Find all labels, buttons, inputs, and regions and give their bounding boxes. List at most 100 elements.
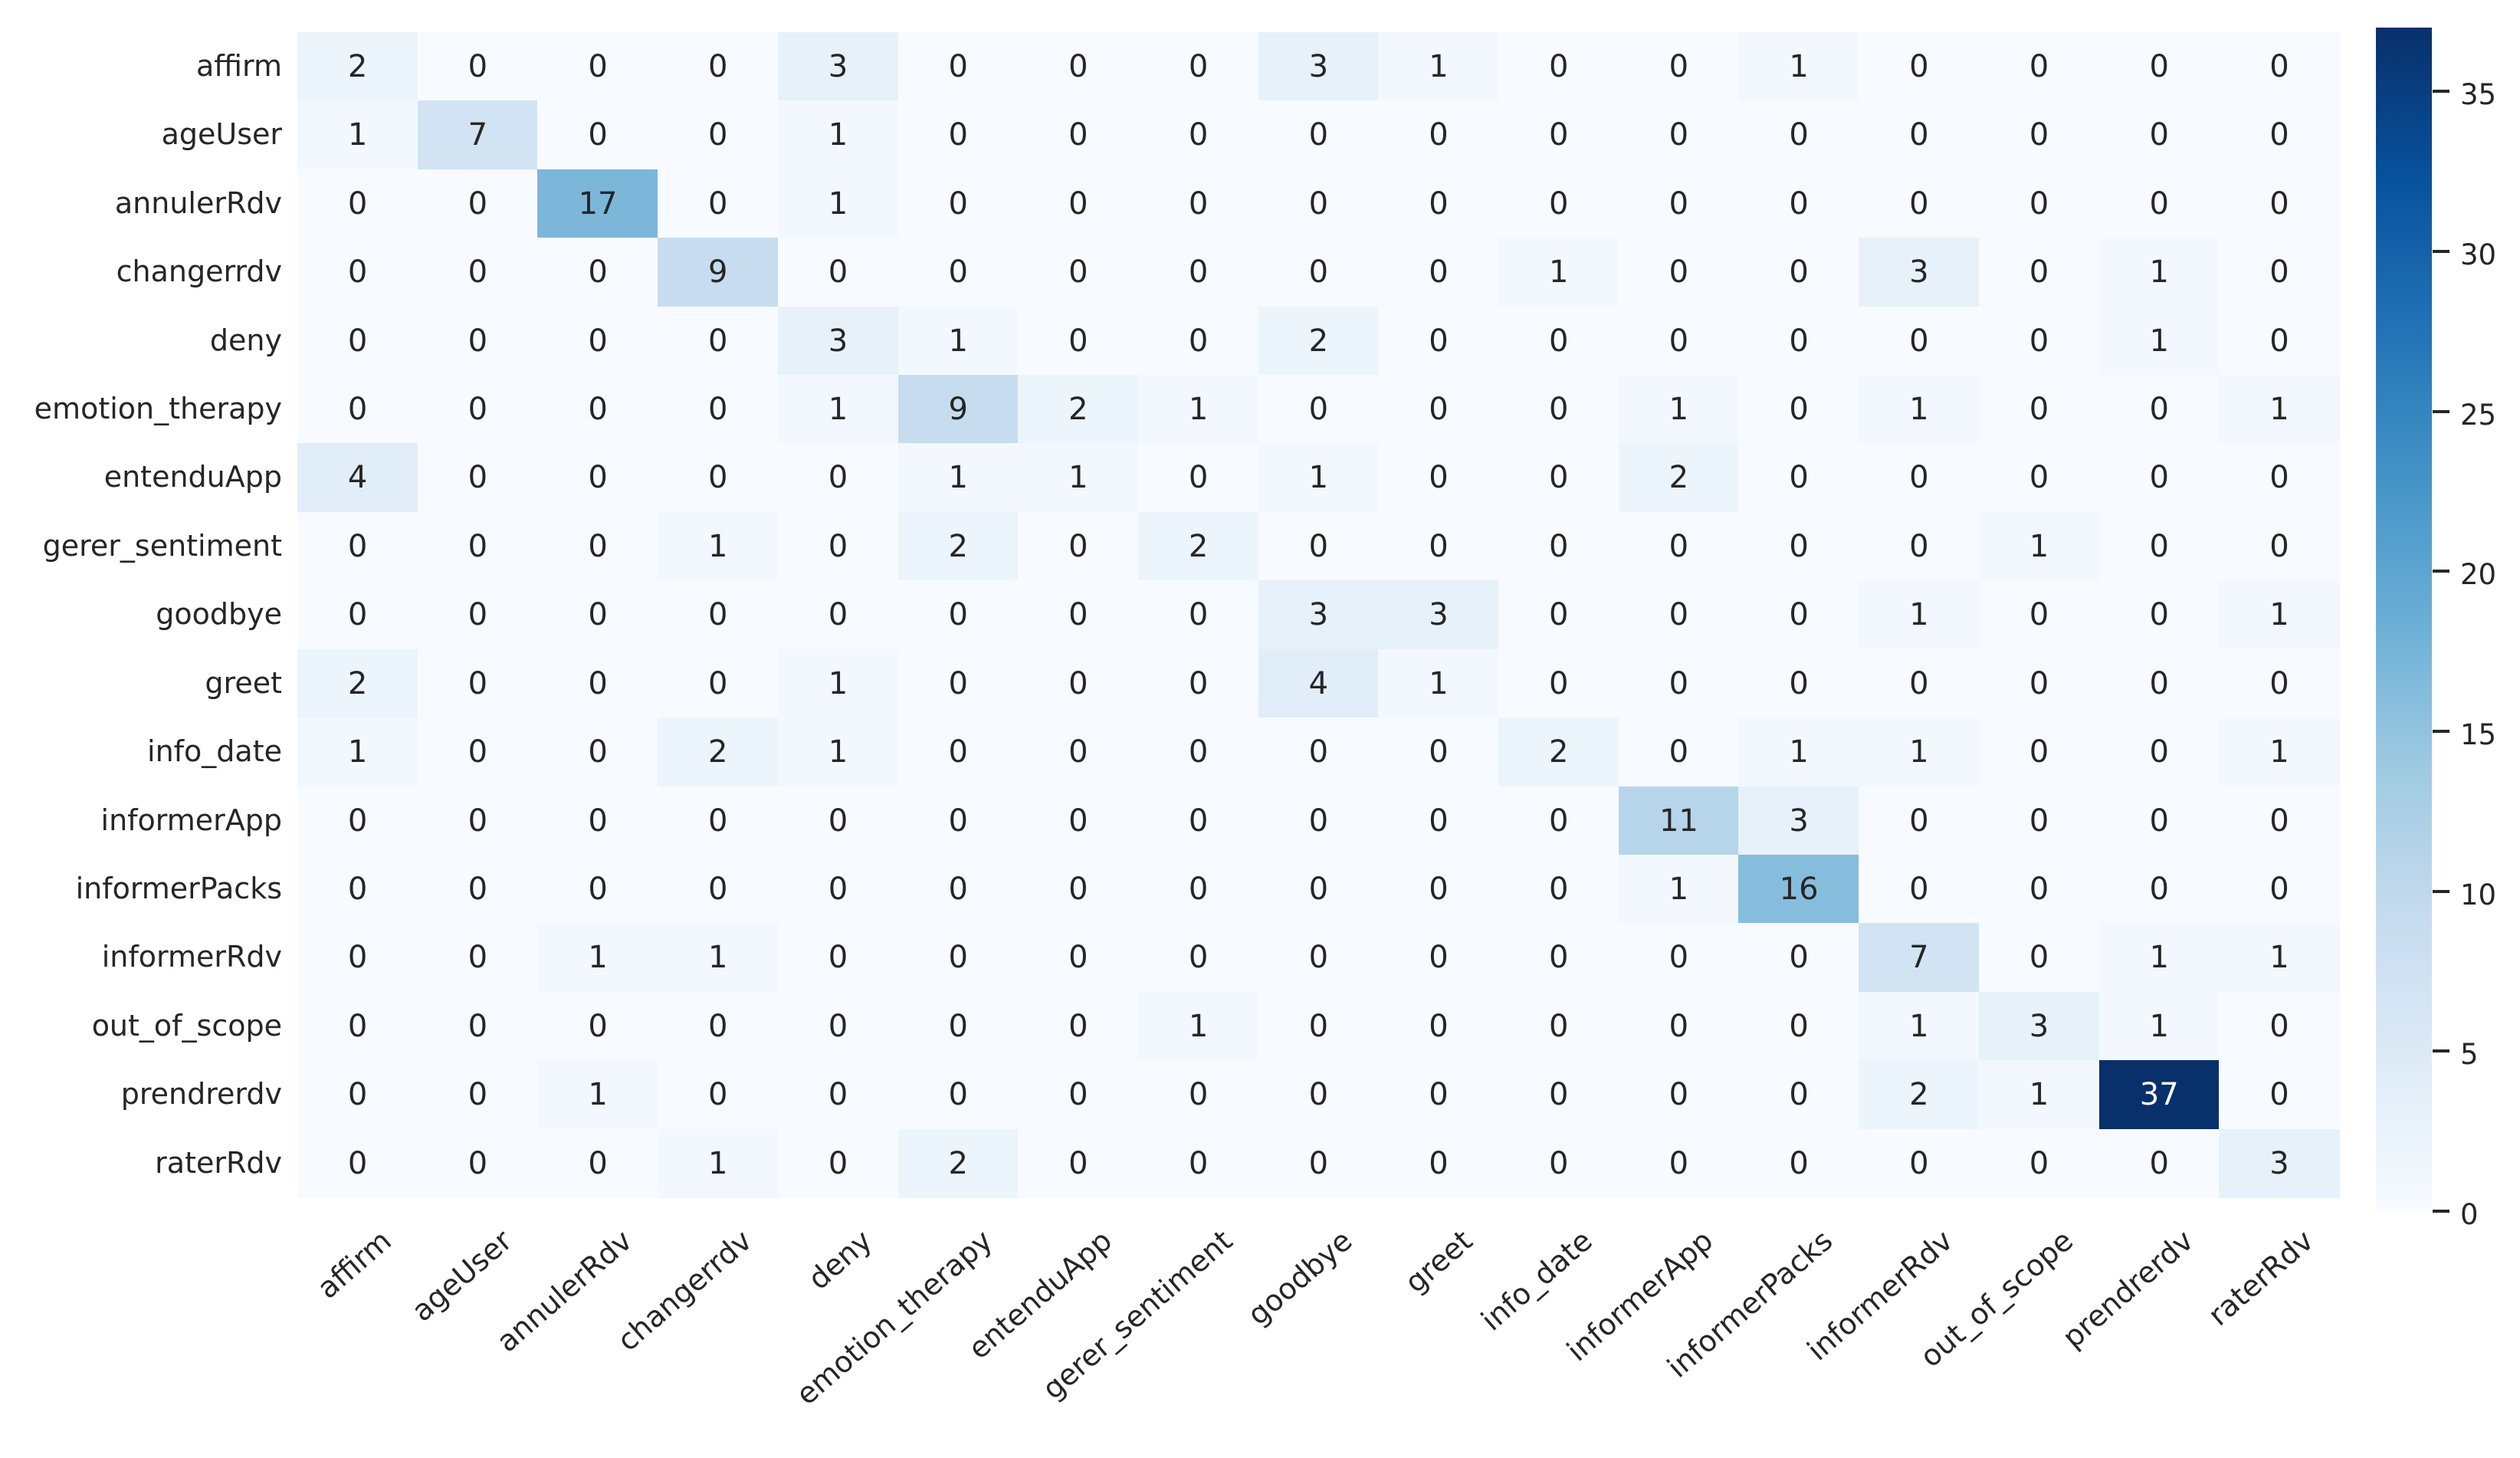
heatmap-cell: 0	[658, 991, 779, 1061]
heatmap-cell: 1	[1978, 1060, 2100, 1130]
heatmap-cell: 0	[1618, 169, 1740, 238]
heatmap-cell: 0	[1258, 991, 1379, 1061]
heatmap-cell: 1	[2098, 923, 2220, 993]
heatmap-cell: 0	[1859, 786, 1980, 855]
colorbar-tick-label: 30	[2460, 238, 2497, 272]
x-tick-label: informerPacks	[1661, 1223, 1839, 1384]
heatmap-cell: 0	[1018, 306, 1139, 376]
heatmap-cell: 0	[1738, 511, 1859, 581]
heatmap-cell: 0	[1738, 100, 1859, 170]
heatmap-cell: 1	[1258, 443, 1379, 513]
heatmap-cell: 2	[297, 649, 418, 718]
heatmap-cell: 0	[537, 580, 658, 650]
heatmap-cell: 0	[1137, 169, 1259, 238]
heatmap-cell: 0	[1378, 100, 1499, 170]
heatmap-cell: 0	[1738, 580, 1859, 650]
x-tick-label: prendrerdv	[2056, 1223, 2200, 1355]
heatmap-cell: 0	[1137, 786, 1259, 855]
heatmap-cell: 0	[1258, 100, 1379, 170]
y-tick-label: informerPacks	[75, 871, 282, 905]
heatmap-cell: 0	[297, 238, 418, 307]
colorbar-tick-label: 20	[2460, 558, 2497, 592]
y-tick-label: changerrdv	[116, 254, 282, 289]
heatmap-cell: 1	[777, 649, 899, 718]
heatmap-cell: 0	[1258, 511, 1379, 581]
heatmap-cell: 3	[1738, 786, 1859, 855]
heatmap-cell: 0	[1738, 923, 1859, 993]
heatmap-cell: 0	[297, 511, 418, 581]
heatmap-cell: 0	[417, 238, 538, 307]
heatmap-cell: 0	[1018, 923, 1139, 993]
heatmap-cell: 0	[2098, 100, 2220, 170]
heatmap-cell: 0	[1498, 511, 1619, 581]
heatmap-cell: 0	[537, 32, 658, 101]
heatmap-cell: 0	[2098, 649, 2220, 718]
colorbar-tick-label: 15	[2460, 718, 2497, 752]
heatmap-cell: 3	[1258, 32, 1379, 101]
heatmap-cell: 0	[297, 991, 418, 1061]
heatmap-cell: 0	[1978, 32, 2100, 101]
x-tick-label: informerRdv	[1800, 1223, 1960, 1368]
heatmap-cell: 4	[1258, 649, 1379, 718]
heatmap-cell: 1	[777, 718, 899, 787]
heatmap-cell: 1	[1738, 718, 1859, 787]
heatmap-cell: 0	[1378, 1128, 1499, 1198]
heatmap-cell: 0	[658, 854, 779, 924]
heatmap-cell: 1	[1498, 238, 1619, 307]
heatmap-cell: 0	[1498, 32, 1619, 101]
heatmap-cell: 0	[1618, 238, 1740, 307]
heatmap-cell: 0	[1978, 375, 2100, 445]
heatmap-cell: 0	[1498, 1060, 1619, 1130]
heatmap-cell: 0	[1018, 991, 1139, 1061]
heatmap-cell: 0	[1618, 306, 1740, 376]
heatmap-cell: 17	[537, 169, 658, 238]
heatmap-cell: 1	[1378, 649, 1499, 718]
heatmap-cell: 1	[537, 1060, 658, 1130]
heatmap-cell: 0	[1498, 306, 1619, 376]
heatmap-cell: 2	[1498, 718, 1619, 787]
heatmap-cell: 0	[1018, 169, 1139, 238]
heatmap-cell: 0	[1018, 32, 1139, 101]
y-tick-label: gerer_sentiment	[42, 528, 282, 563]
heatmap-cell: 1	[1978, 511, 2100, 581]
heatmap-cell: 0	[897, 718, 1019, 787]
heatmap-cell: 0	[1137, 854, 1259, 924]
heatmap-cell: 0	[1137, 1060, 1259, 1130]
heatmap-cell: 7	[1859, 923, 1980, 993]
heatmap-cell: 2	[1618, 443, 1740, 513]
heatmap-cell: 1	[297, 100, 418, 170]
heatmap-cell: 0	[1378, 306, 1499, 376]
heatmap-cell: 0	[1498, 580, 1619, 650]
heatmap-cell: 0	[2219, 238, 2340, 307]
heatmap-cell: 0	[537, 375, 658, 445]
heatmap-cell: 0	[1137, 100, 1259, 170]
heatmap-cell: 0	[2098, 786, 2220, 855]
heatmap-cell: 0	[417, 306, 538, 376]
heatmap-cell: 0	[897, 100, 1019, 170]
heatmap-cell: 0	[417, 443, 538, 513]
heatmap-cell: 0	[1498, 991, 1619, 1061]
heatmap-cell: 0	[1137, 32, 1259, 101]
heatmap-cell: 11	[1618, 786, 1740, 855]
heatmap-cell: 1	[2098, 991, 2220, 1061]
heatmap-cell: 0	[537, 100, 658, 170]
heatmap-cell: 0	[1498, 1128, 1619, 1198]
heatmap-cell: 0	[1137, 443, 1259, 513]
heatmap-cell: 0	[1018, 1060, 1139, 1130]
x-tick-label: changerrdv	[611, 1223, 759, 1358]
colorbar-tick-mark	[2433, 889, 2449, 893]
heatmap-cell: 0	[1978, 854, 2100, 924]
heatmap-cell: 0	[1978, 718, 2100, 787]
heatmap-cell: 0	[1618, 649, 1740, 718]
heatmap-cell: 0	[1738, 649, 1859, 718]
heatmap-cell: 0	[1258, 375, 1379, 445]
heatmap-cell: 0	[777, 1128, 899, 1198]
heatmap-cell: 0	[297, 1060, 418, 1130]
colorbar-tick-mark	[2433, 1049, 2449, 1053]
heatmap-cell: 0	[777, 443, 899, 513]
heatmap-cell: 0	[658, 1060, 779, 1130]
heatmap-cell: 1	[2219, 580, 2340, 650]
heatmap-cell: 0	[1378, 375, 1499, 445]
heatmap-cell: 4	[297, 443, 418, 513]
heatmap-cell: 0	[417, 991, 538, 1061]
